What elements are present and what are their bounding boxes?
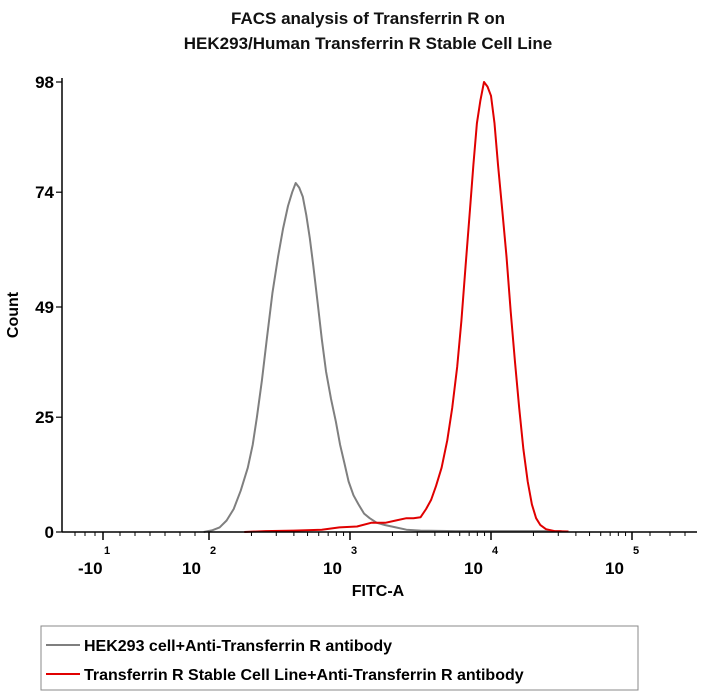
y-tick-label: 49 <box>35 298 54 317</box>
y-axis: 0 25 49 74 98 <box>35 73 63 542</box>
x-tick-exponent: 4 <box>492 545 499 557</box>
x-minor-ticks <box>74 532 686 536</box>
x-axis: -101 10 2 10 3 10 4 10 5 <box>62 531 697 578</box>
legend-entry: HEK293 cell+Anti-Transferrin R antibody <box>84 638 392 655</box>
chart-title-line-2: HEK293/Human Transferrin R Stable Cell L… <box>184 34 552 53</box>
plot-area <box>203 81 569 533</box>
x-axis-label: FITC-A <box>352 583 405 600</box>
legend: HEK293 cell+Anti-Transferrin R antibody T… <box>40 625 639 691</box>
y-tick-label: 25 <box>35 408 54 427</box>
y-tick-label: 0 <box>45 523 54 542</box>
series-line-hek293-control <box>203 182 562 533</box>
legend-box <box>40 625 639 691</box>
x-tick-base: 10 <box>323 559 342 578</box>
legend-entry: Transferrin R Stable Cell Line+Anti-Tran… <box>84 667 524 684</box>
chart-title-line-1: FACS analysis of Transferrin R on <box>231 9 505 28</box>
y-tick-label: 98 <box>35 73 54 92</box>
x-tick-exponent: 3 <box>351 545 357 557</box>
x-tick-base: -10 <box>78 559 103 578</box>
x-tick-base: 10 <box>605 559 624 578</box>
x-tick-exponent: 1 <box>104 545 110 557</box>
x-tick-base: 10 <box>182 559 201 578</box>
y-tick-label: 74 <box>35 183 54 202</box>
y-axis-label: Count <box>5 291 22 338</box>
series-line-transferrin-stable <box>244 81 569 533</box>
x-tick-base: 10 <box>464 559 483 578</box>
x-tick-exponent: 5 <box>633 545 639 557</box>
x-tick-exponent: 2 <box>210 545 216 557</box>
